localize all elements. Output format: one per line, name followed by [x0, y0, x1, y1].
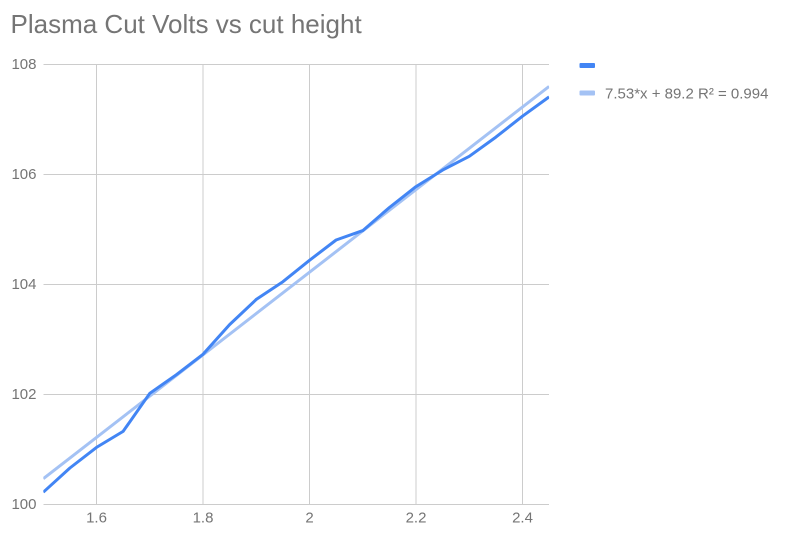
svg-text:2: 2 [305, 510, 313, 527]
svg-text:1.6: 1.6 [86, 510, 107, 527]
svg-text:104: 104 [11, 276, 36, 293]
svg-text:106: 106 [11, 166, 36, 183]
svg-text:Plasma Cut Volts vs cut height: Plasma Cut Volts vs cut height [11, 9, 363, 39]
svg-text:7.53*x + 89.2 R² = 0.994: 7.53*x + 89.2 R² = 0.994 [605, 86, 768, 103]
svg-text:100: 100 [11, 496, 36, 513]
svg-text:102: 102 [11, 386, 36, 403]
svg-text:2.4: 2.4 [512, 510, 533, 527]
svg-text:1.8: 1.8 [193, 510, 214, 527]
svg-text:108: 108 [11, 56, 36, 73]
svg-text:2.2: 2.2 [406, 510, 427, 527]
